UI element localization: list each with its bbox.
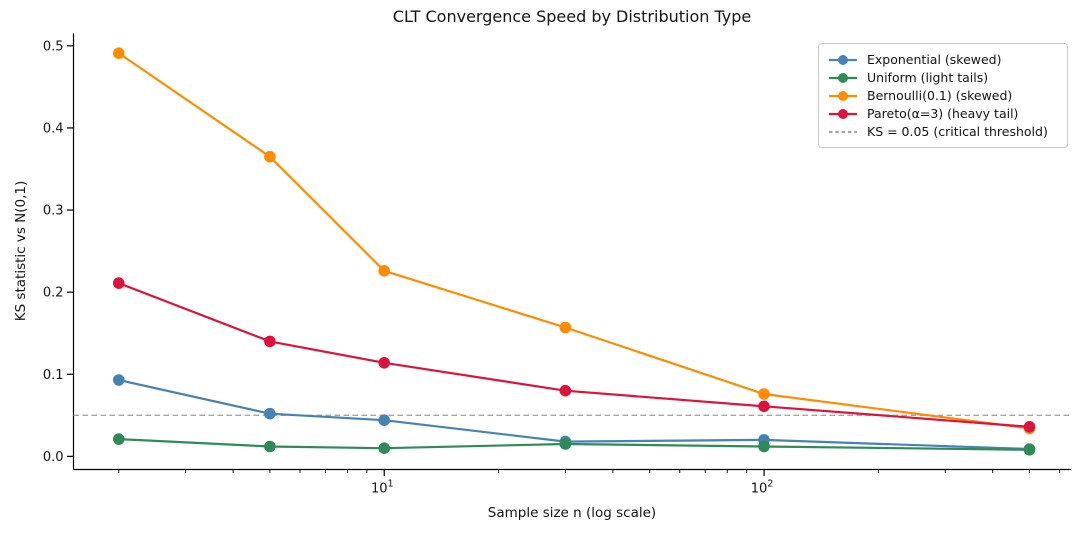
data-point-exponential-skewed [113,374,125,386]
data-point-bernoulli-0-1-skewed [758,388,770,400]
series-line-bernoulli-0-1-skewed [117,52,1031,430]
data-point-exponential-skewed [378,414,391,427]
data-point-exponential-skewed [264,407,276,420]
legend-item-label: Exponential (skewed) [867,52,1002,67]
legend-line-marker-icon [829,54,857,65]
legend-item-exponential-skewed: Exponential (skewed) [828,51,1059,68]
data-point-uniform-light-tails [378,442,391,455]
data-point-pareto-3-heavy-tail [758,400,770,413]
data-point-bernoulli-0-1-skewed [264,150,276,163]
legend-line-marker-icon [829,72,857,83]
data-point-bernoulli-0-1-skewed [559,321,572,334]
y-axis-label: KS statistic vs N(0,1) [13,180,29,322]
legend-item-label: Bernoulli(0.1) (skewed) [867,88,1013,103]
y-tick-label: 0.2 [43,286,64,301]
y-tick-label: 0.0 [43,450,64,465]
data-point-pareto-3-heavy-tail [113,277,125,289]
legend-item-label: KS = 0.05 (critical threshold) [867,124,1048,139]
legend-item-label: Pareto(α=3) (heavy tail) [867,106,1019,121]
x-tick-label: 102 [751,479,774,497]
legend-line-marker-icon [829,90,857,101]
series-line-uniform-light-tails [117,438,1031,451]
y-tick-label: 0.1 [43,368,64,383]
legend-item-uniform-light-tails: Uniform (light tails) [828,69,1059,86]
chart-title: CLT Convergence Speed by Distribution Ty… [392,7,752,26]
legend-dashed-line-icon [829,130,857,133]
legend: Exponential (skewed) Uniform (light tails… [818,43,1068,148]
data-point-pareto-3-heavy-tail [264,335,276,348]
data-point-bernoulli-0-1-skewed [378,265,391,277]
data-point-uniform-light-tails [264,440,276,453]
y-tick-label: 0.3 [43,204,64,219]
data-point-uniform-light-tails [113,433,125,445]
data-point-uniform-light-tails [1023,444,1036,456]
legend-item-pareto-3-heavy-tail: Pareto(α=3) (heavy tail) [828,105,1059,122]
data-point-bernoulli-0-1-skewed [113,47,125,59]
series-line-exponential-skewed [117,378,1031,451]
x-tick-label: 101 [371,479,394,497]
legend-item-ks-0-05-critical-threshold: KS = 0.05 (critical threshold) [828,123,1059,140]
data-point-pareto-3-heavy-tail [559,384,572,397]
legend-item-label: Uniform (light tails) [867,70,989,85]
data-point-uniform-light-tails [758,440,770,453]
y-tick-label: 0.4 [43,121,64,136]
data-point-uniform-light-tails [559,438,572,450]
data-point-pareto-3-heavy-tail [1023,421,1036,433]
data-point-pareto-3-heavy-tail [378,357,391,369]
y-tick-label: 0.5 [43,39,64,54]
legend-line-marker-icon [829,108,857,119]
legend-item-bernoulli-0-1-skewed: Bernoulli(0.1) (skewed) [828,87,1059,104]
series-line-pareto-3-heavy-tail [117,282,1031,428]
x-axis-label: Sample size n (log scale) [487,505,657,521]
